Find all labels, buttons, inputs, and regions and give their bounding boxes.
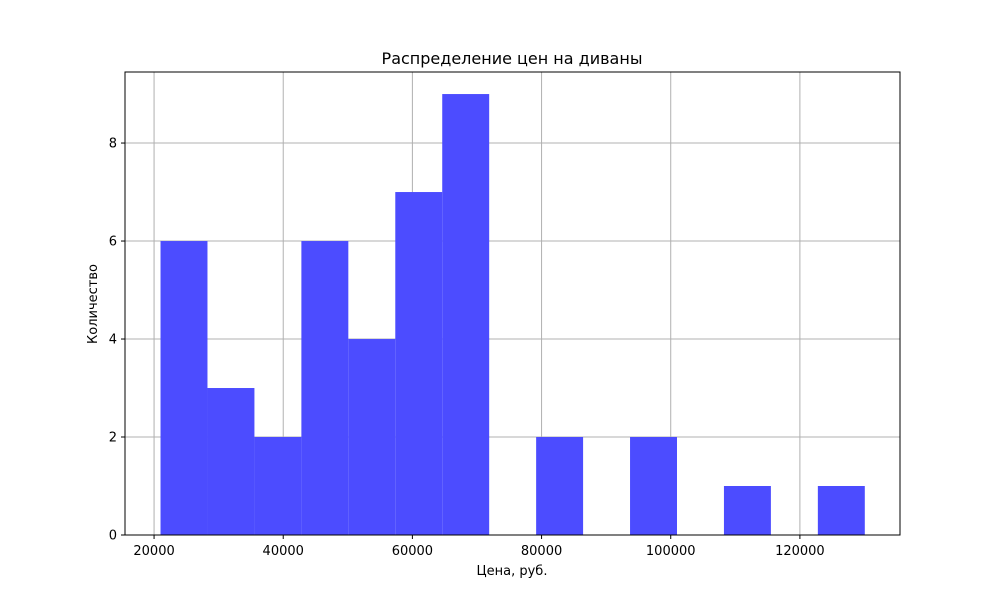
y-tick-label: 4: [109, 333, 117, 348]
histogram-bar: [723, 486, 771, 535]
histogram-bar: [442, 94, 490, 536]
axes-frame: [124, 71, 901, 536]
histogram-bar: [207, 388, 255, 535]
histogram-bar: [301, 241, 349, 536]
x-tick-label: 80000: [521, 544, 562, 559]
histogram-bar: [160, 241, 208, 536]
histogram-bar: [536, 437, 584, 535]
histogram-bar: [254, 437, 302, 535]
x-tick-label: 40000: [263, 544, 304, 559]
histogram-bar: [395, 192, 443, 535]
histogram-bar: [817, 486, 865, 535]
x-tick-label: 100000: [646, 544, 696, 559]
tick-layer: 20000 40000 60000 80000 100000 120000 0 2 4 6 8: [109, 137, 825, 559]
histogram-bar: [348, 339, 396, 535]
x-tick-label: 20000: [133, 544, 174, 559]
y-axis-label: Количество: [86, 264, 101, 344]
x-tick-label: 120000: [775, 544, 825, 559]
y-tick-label: 0: [109, 529, 117, 544]
x-tick-label: 60000: [392, 544, 433, 559]
y-tick-label: 8: [109, 137, 117, 152]
bar-layer: [160, 94, 865, 536]
y-tick-label: 6: [109, 235, 117, 250]
x-axis-label: Цена, руб.: [477, 564, 548, 579]
chart-title: Распределение цен на диваны: [382, 49, 643, 68]
y-tick-label: 2: [109, 431, 117, 446]
histogram-bar: [630, 437, 677, 535]
